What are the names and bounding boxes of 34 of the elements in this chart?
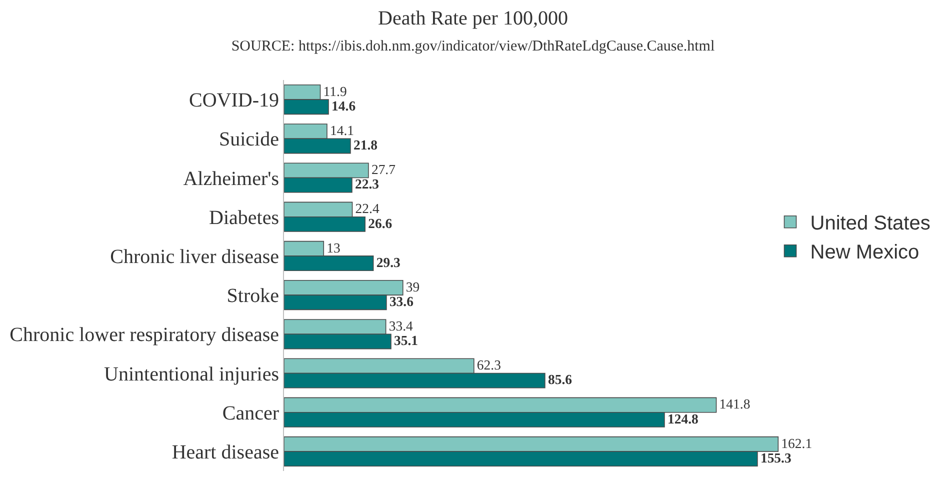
data-label: 29.3 xyxy=(376,254,400,270)
chart-title: Death Rate per 100,000 xyxy=(378,8,568,30)
data-label: 33.4 xyxy=(388,318,413,334)
data-label: 14.6 xyxy=(332,98,356,114)
data-label: 13 xyxy=(326,240,340,256)
data-label: 22.4 xyxy=(355,201,380,216)
y-tick-label: Stroke xyxy=(226,285,280,308)
data-label: 22.3 xyxy=(354,176,380,192)
data-label: 141.8 xyxy=(719,396,750,412)
legend-label: United States xyxy=(810,212,930,235)
y-tick-label: Cancer xyxy=(222,402,280,424)
y-tick-label: Unintentional injuries xyxy=(104,363,280,386)
y-tick-label: Chronic lower respiratory disease xyxy=(10,324,280,346)
data-label: 162.1 xyxy=(781,436,812,451)
data-label: 27.7 xyxy=(371,162,396,178)
y-tick-label: Suicide xyxy=(219,128,280,151)
y-tick-label: Diabetes xyxy=(209,206,280,229)
y-tick-label: Alzheimer's xyxy=(183,168,280,190)
data-label: 11.9 xyxy=(323,84,347,99)
y-tick-label: COVID-19 xyxy=(189,90,279,112)
data-label: 26.6 xyxy=(368,216,392,231)
data-label: 85.6 xyxy=(548,372,572,388)
data-label: 35.1 xyxy=(394,333,418,348)
data-label: 33.6 xyxy=(389,294,414,310)
data-label: 62.3 xyxy=(476,358,502,373)
data-label: 21.8 xyxy=(353,138,378,153)
y-tick-label: Chronic liver disease xyxy=(110,246,280,268)
data-label: 155.3 xyxy=(760,450,792,466)
y-tick-label: Heart disease xyxy=(172,441,280,464)
chart-subtitle: SOURCE: https://ibis.doh.nm.gov/indicator/view/DthRateLdgCause.Cause.html xyxy=(231,38,715,55)
data-label: 14.1 xyxy=(330,122,354,138)
data-label: 39 xyxy=(406,279,420,294)
data-label: 124.8 xyxy=(667,411,699,426)
legend-label: New Mexico xyxy=(810,242,920,264)
